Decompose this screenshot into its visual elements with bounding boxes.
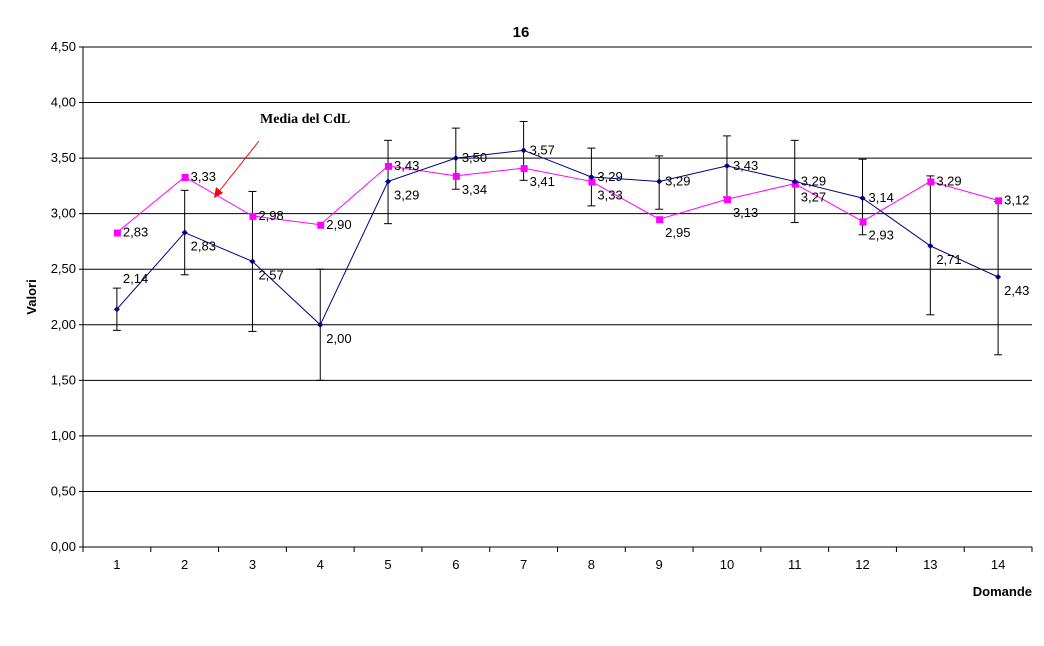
data-label: 2,90 [326,217,351,232]
data-point-square [995,197,1003,205]
data-point-square [181,174,189,181]
data-label: 3,13 [733,205,758,220]
x-tick-label: 2 [181,557,188,572]
x-tick-label: 13 [923,557,937,572]
x-tick-label: 12 [855,557,869,572]
data-label: 3,41 [530,174,555,189]
data-label: 3,29 [597,169,622,184]
x-tick-label: 7 [520,557,527,572]
data-point-square [249,212,257,220]
data-point-square [385,162,393,170]
data-label: 2,98 [258,208,283,223]
data-label: 3,29 [801,173,826,188]
data-point-diamond [588,174,595,180]
y-tick-label: 2,00 [51,317,76,332]
x-tick-label: 11 [788,557,802,572]
x-tick-label: 10 [720,557,734,572]
data-point-diamond [927,242,934,249]
data-point-diamond [520,147,527,154]
data-label: 3,29 [394,187,419,202]
data-point-square [317,221,325,229]
data-label: 3,27 [801,190,826,205]
data-label: 2,00 [326,331,351,346]
data-point-diamond [317,321,324,328]
series-line-1 [116,165,999,233]
data-label: 3,43 [394,158,419,173]
data-label: 2,83 [191,239,216,254]
y-tick-label: 0,50 [51,483,76,498]
annotation-label: Media del CdL [260,112,350,127]
data-point-diamond [859,195,866,202]
data-point-square [520,165,528,173]
x-tick-label: 4 [317,557,324,572]
x-tick-label: 5 [384,557,391,572]
y-tick-label: 2,50 [51,261,76,276]
data-point-diamond [113,306,120,313]
data-label: 2,43 [1004,283,1029,298]
annotation-arrow [216,140,260,195]
x-tick-label: 9 [656,557,663,572]
data-label: 2,83 [123,225,148,240]
x-tick-label: 6 [452,557,459,572]
x-tick-label: 1 [113,557,120,572]
annotation-arrowhead [214,187,223,198]
data-point-diamond [181,229,188,236]
y-tick-label: 0,00 [51,539,76,554]
data-point-square [113,229,121,237]
data-point-square [723,196,731,204]
x-tick-label: 8 [588,557,595,572]
y-tick-label: 4,50 [51,39,76,54]
data-label: 2,14 [123,271,148,286]
data-point-diamond [995,274,1002,280]
y-tick-label: 3,00 [51,206,76,221]
data-point-diamond [791,178,798,185]
x-tick-label: 14 [991,557,1005,572]
data-point-diamond [385,178,392,185]
data-label: 2,93 [869,227,894,242]
data-label: 3,29 [665,173,690,188]
data-label: 3,33 [191,169,216,184]
data-label: 3,34 [462,182,487,197]
data-point-square [588,178,596,186]
data-label: 2,95 [665,225,690,240]
y-tick-label: 1,50 [51,372,76,387]
y-axis-label: Valori [24,279,39,314]
data-label: 3,57 [530,142,555,157]
data-point-square [927,178,935,186]
data-point-square [452,172,460,180]
y-tick-label: 3,50 [51,150,76,165]
data-label: 3,50 [462,150,487,165]
data-label: 3,29 [936,173,961,188]
data-label: 3,12 [1004,192,1029,207]
data-label: 3,43 [733,158,758,173]
x-tick-label: 3 [249,557,256,572]
data-label: 2,71 [936,252,961,267]
data-point-diamond [249,258,256,265]
chart-title: 16 [513,24,530,41]
y-tick-label: 1,00 [51,428,76,443]
data-point-square [859,218,867,226]
y-tick-label: 4,00 [51,95,76,110]
data-point-diamond [723,162,730,169]
data-label: 2,57 [258,267,283,282]
series-line-0 [116,149,999,326]
data-point-square [656,216,664,224]
data-label: 3,33 [597,187,622,202]
data-point-diamond [452,155,459,162]
x-axis-label: Domande [973,584,1032,599]
data-point-diamond [656,178,663,185]
data-point-square [791,180,799,188]
data-label: 3,14 [869,190,894,205]
